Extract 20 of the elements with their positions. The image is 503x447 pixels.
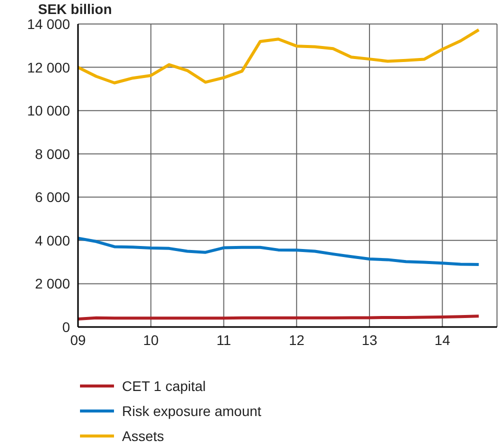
legend-label: Assets xyxy=(122,428,164,444)
y-tick-label: 6 000 xyxy=(34,189,70,206)
legend-label: CET 1 capital xyxy=(122,378,206,394)
line-series xyxy=(78,28,480,84)
x-tick-label: 09 xyxy=(70,332,86,348)
legend-label: Risk exposure amount xyxy=(122,402,262,418)
x-tick-label: 11 xyxy=(216,332,232,348)
x-tick-label: 12 xyxy=(288,332,305,348)
x-tick-label: 10 xyxy=(143,332,159,348)
y-tick-label: 8 000 xyxy=(34,146,70,162)
x-tick-label: 14 xyxy=(434,332,450,348)
y-tick-label: 12 000 xyxy=(27,59,70,76)
y-tick-label: 2 000 xyxy=(34,276,70,292)
line-series xyxy=(78,236,480,266)
y-tick-label: 10 000 xyxy=(27,102,70,119)
y-tick-label: 4 000 xyxy=(34,232,70,248)
y-axis-title: SEK billion xyxy=(38,1,112,17)
x-tick-label: 13 xyxy=(362,332,378,348)
y-tick-label: 14 000 xyxy=(27,16,70,32)
y-tick-label: 0 xyxy=(62,318,70,335)
